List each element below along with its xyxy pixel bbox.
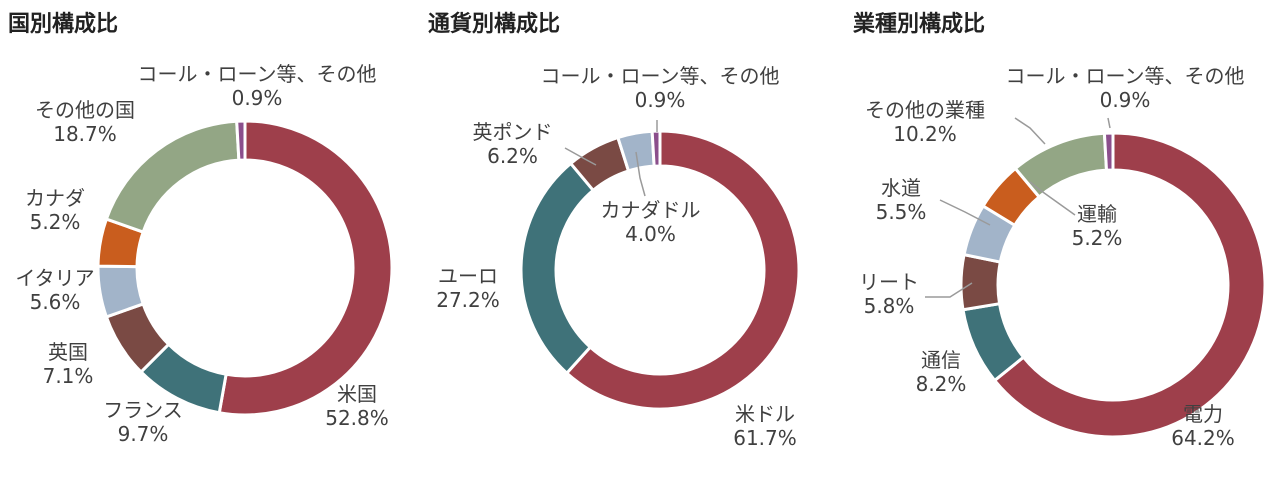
label-telecom: 通信 8.2% (915, 348, 967, 396)
chart-title: 通貨別構成比 (428, 12, 561, 37)
label-reit: リート 5.8% (859, 270, 919, 318)
label-canada: カナダ 5.2% (25, 186, 85, 234)
label-utilities: 電力 64.2% (1171, 402, 1235, 450)
label-transport: 運輸 5.2% (1071, 202, 1123, 250)
slice-usd (565, 129, 801, 411)
slice-utilities (993, 131, 1267, 439)
label-usd: 米ドル 61.7% (733, 402, 797, 450)
slice-reit (959, 253, 1002, 312)
country-donut (96, 119, 394, 417)
label-other-countries: その他の国 18.7% (35, 98, 135, 146)
country-chart-panel: 国別構成比 米国 52.8% フランス 9.7% 英国 7.1% イタリア 5.… (0, 0, 410, 479)
leader-line (939, 199, 991, 226)
slice-call-loan (235, 119, 247, 162)
sector-chart-panel: 業種別構成比 電力 64.2% 通信 8.2% リート 5.8% 水道 5.5%… (845, 0, 1280, 479)
slice-euro (519, 161, 595, 375)
leader-line (1014, 117, 1046, 145)
label-call-loan: コール・ローン等、その他 0.9% (540, 64, 780, 112)
leader-line (635, 151, 646, 197)
label-other-sectors: その他の業種 10.2% (865, 98, 985, 146)
slice-us (217, 119, 394, 417)
leader-line (925, 282, 973, 298)
slice-call-loan (1102, 131, 1115, 172)
label-france: フランス 9.7% (103, 398, 183, 446)
label-euro: ユーロ 27.2% (436, 264, 500, 312)
label-water: 水道 5.5% (875, 176, 927, 224)
label-gbp: 英ポンド 6.2% (472, 120, 553, 168)
leader-line (564, 147, 597, 166)
chart-title: 国別構成比 (8, 12, 119, 37)
label-us: 米国 52.8% (325, 382, 389, 430)
label-italy: イタリア 5.6% (15, 266, 95, 314)
label-call-loan: コール・ローン等、その他 0.9% (1005, 64, 1245, 112)
currency-donut (519, 120, 801, 411)
label-call-loan: コール・ローン等、その他 0.9% (137, 62, 377, 110)
label-uk: 英国 7.1% (42, 340, 94, 388)
leader-line (1107, 117, 1111, 129)
label-cad: カナダドル 4.0% (600, 198, 701, 246)
currency-chart-panel: 通貨別構成比 米ドル 61.7% ユーロ 27.2% 英ポンド 6.2% カナダ… (420, 0, 840, 479)
slice-call-loan (650, 129, 662, 168)
sector-donut (925, 117, 1267, 439)
chart-title: 業種別構成比 (853, 12, 986, 37)
leader-line (1029, 181, 1076, 216)
